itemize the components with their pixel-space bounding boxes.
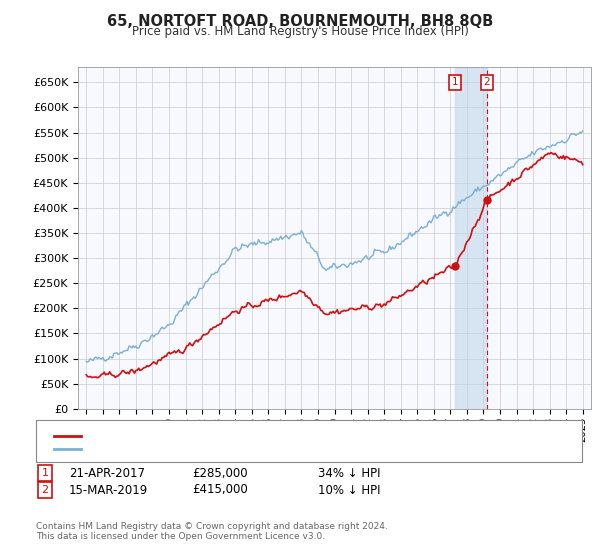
Text: £285,000: £285,000 [192, 466, 248, 480]
Text: 2: 2 [484, 77, 490, 87]
Text: 1: 1 [452, 77, 458, 87]
Text: 1: 1 [41, 468, 49, 478]
Text: 34% ↓ HPI: 34% ↓ HPI [318, 466, 380, 480]
Text: 21-APR-2017: 21-APR-2017 [69, 466, 145, 480]
Text: 2: 2 [41, 485, 49, 495]
Text: 65, NORTOFT ROAD, BOURNEMOUTH, BH8 8QB (detached house): 65, NORTOFT ROAD, BOURNEMOUTH, BH8 8QB (… [87, 431, 451, 441]
Text: 15-MAR-2019: 15-MAR-2019 [69, 483, 148, 497]
Text: 10% ↓ HPI: 10% ↓ HPI [318, 483, 380, 497]
Text: Price paid vs. HM Land Registry's House Price Index (HPI): Price paid vs. HM Land Registry's House … [131, 25, 469, 38]
Text: HPI: Average price, detached house, Bournemouth Christchurch and Poole: HPI: Average price, detached house, Bour… [87, 444, 502, 454]
Text: 65, NORTOFT ROAD, BOURNEMOUTH, BH8 8QB: 65, NORTOFT ROAD, BOURNEMOUTH, BH8 8QB [107, 14, 493, 29]
Bar [455, 67, 487, 409]
Text: £415,000: £415,000 [192, 483, 248, 497]
Text: Contains HM Land Registry data © Crown copyright and database right 2024.
This d: Contains HM Land Registry data © Crown c… [36, 522, 388, 542]
